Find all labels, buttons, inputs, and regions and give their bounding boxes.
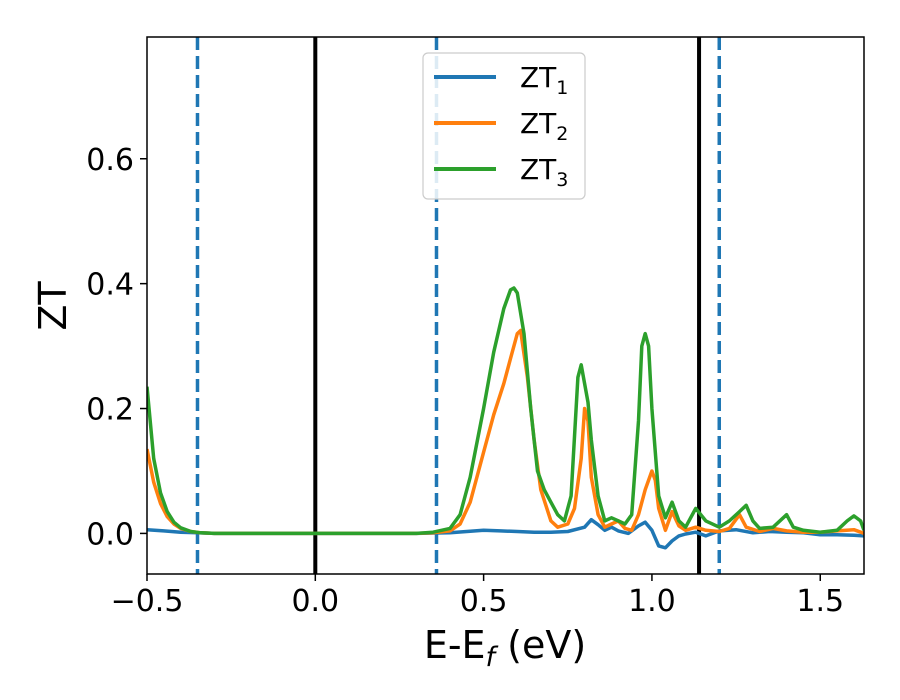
y-axis-label: ZT (31, 281, 75, 331)
reference-lines (195, 37, 722, 574)
legend-label-zt1: ZT1 (520, 61, 568, 99)
x-tick-label: 0.5 (460, 584, 508, 619)
legend-box (422, 52, 586, 200)
x-tick-label: 1.0 (628, 584, 676, 619)
y-tick-label: 0.4 (86, 268, 134, 303)
x-tick-label: 1.5 (796, 584, 844, 619)
y-tick-label: 0.0 (86, 517, 134, 552)
legend-label-zt2: ZT2 (520, 107, 568, 145)
y-tick-label: 0.6 (86, 143, 134, 178)
x-axis: −0.5 0.0 0.5 1.0 1.5 (111, 574, 844, 619)
x-tick-label: 0.0 (291, 584, 339, 619)
y-tick-label: 0.2 (86, 393, 134, 428)
x-tick-label: −0.5 (111, 584, 184, 619)
x-axis-label: E-Ef (eV) (424, 623, 586, 673)
series-line-zt2 (147, 328, 864, 536)
legend-label-zt3: ZT3 (520, 153, 568, 191)
legend: ZT1 ZT2 ZT3 (422, 52, 586, 200)
y-axis: 0.0 0.2 0.4 0.6 (86, 143, 147, 552)
plot-frame (146, 36, 865, 575)
series-line-zt3 (147, 286, 864, 536)
series-lines (147, 286, 864, 550)
